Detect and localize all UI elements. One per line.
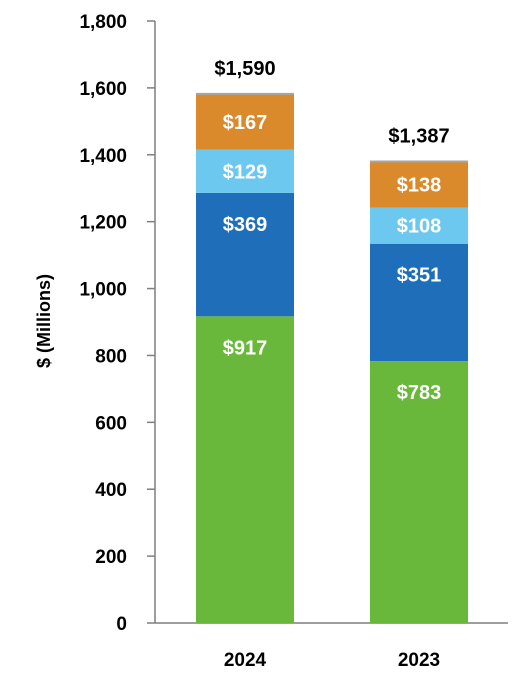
bar-segment <box>196 316 294 623</box>
segment-value-label: $369 <box>223 214 268 236</box>
segment-value-label: $917 <box>223 337 268 359</box>
y-tick-label: 400 <box>95 480 127 501</box>
y-tick-label: 1,200 <box>79 213 127 234</box>
y-tick-label: 600 <box>95 413 127 434</box>
y-axis-label: $ (Millions) <box>34 274 54 368</box>
segment-value-label: $351 <box>397 265 442 287</box>
bars <box>196 92 468 623</box>
y-tick-label: 1,400 <box>79 146 127 167</box>
bar-segment <box>196 149 294 193</box>
bar-segment <box>370 361 468 623</box>
segment-value-label: $108 <box>397 216 442 238</box>
data-labels: $917 $369 $129 $167 $1,590 $783 $351 $108 $138 $1… <box>214 58 449 404</box>
y-tick-label: 200 <box>95 547 127 568</box>
bar-segment <box>370 161 468 208</box>
y-tick-label: 1,800 <box>79 12 127 33</box>
bar-segment <box>196 93 294 150</box>
y-tick-label: 1,600 <box>79 79 127 100</box>
y-tick-label: 1,000 <box>79 280 127 301</box>
x-tick-label: 2023 <box>398 650 440 671</box>
segment-value-label: $129 <box>223 161 268 183</box>
axes: 0 200 400 600 800 1,000 1,200 1,400 1,600 1,800 20… <box>79 12 508 671</box>
total-value-label: $1,387 <box>388 125 449 147</box>
y-tick-label: 800 <box>95 346 127 367</box>
y-tick-label: 0 <box>116 614 127 635</box>
segment-value-label: $783 <box>397 382 442 404</box>
bar-segment <box>370 207 468 244</box>
x-tick-label: 2024 <box>224 650 267 671</box>
segment-value-label: $138 <box>397 175 442 197</box>
bar-segment <box>196 192 294 317</box>
total-value-label: $1,590 <box>214 58 275 80</box>
bar-segment <box>370 243 468 362</box>
segment-value-label: $167 <box>223 112 268 134</box>
